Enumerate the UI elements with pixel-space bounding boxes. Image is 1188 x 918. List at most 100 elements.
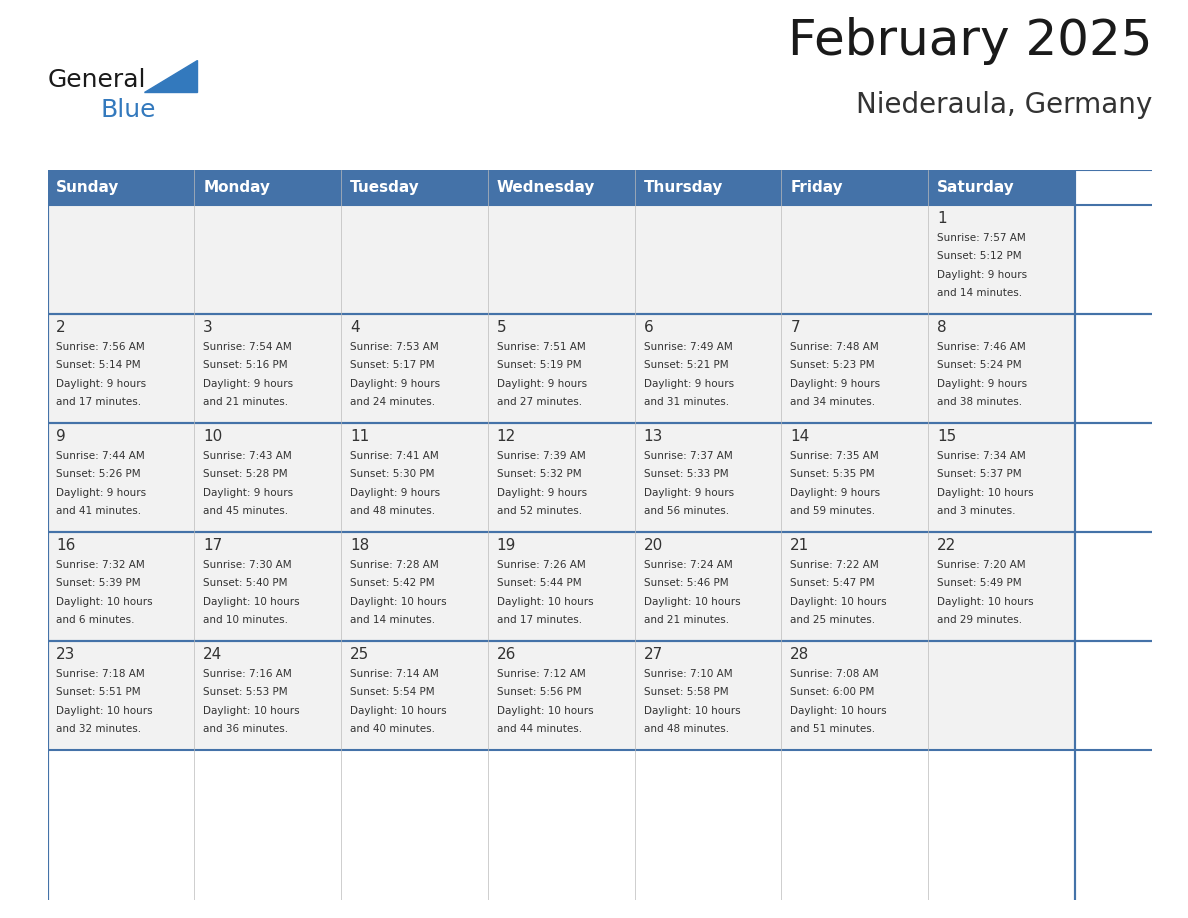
FancyBboxPatch shape <box>48 170 195 205</box>
Text: Sunset: 5:54 PM: Sunset: 5:54 PM <box>350 688 435 698</box>
Text: Friday: Friday <box>790 180 843 195</box>
FancyBboxPatch shape <box>634 205 782 314</box>
Text: Sunset: 5:26 PM: Sunset: 5:26 PM <box>56 469 141 479</box>
Text: Sunrise: 7:08 AM: Sunrise: 7:08 AM <box>790 668 879 678</box>
Text: 21: 21 <box>790 538 809 553</box>
Text: Daylight: 9 hours: Daylight: 9 hours <box>937 379 1028 388</box>
Text: Sunset: 5:30 PM: Sunset: 5:30 PM <box>350 469 435 479</box>
Text: and 25 minutes.: and 25 minutes. <box>790 615 876 625</box>
Text: and 24 minutes.: and 24 minutes. <box>350 397 435 408</box>
Text: Daylight: 9 hours: Daylight: 9 hours <box>644 379 734 388</box>
Text: Thursday: Thursday <box>644 180 722 195</box>
Text: and 56 minutes.: and 56 minutes. <box>644 506 728 516</box>
Text: Sunrise: 7:16 AM: Sunrise: 7:16 AM <box>203 668 292 678</box>
Text: Daylight: 10 hours: Daylight: 10 hours <box>203 597 299 607</box>
Text: and 59 minutes.: and 59 minutes. <box>790 506 876 516</box>
Text: Sunrise: 7:12 AM: Sunrise: 7:12 AM <box>497 668 586 678</box>
Text: Daylight: 9 hours: Daylight: 9 hours <box>497 379 587 388</box>
Text: and 41 minutes.: and 41 minutes. <box>56 506 141 516</box>
FancyBboxPatch shape <box>488 641 634 750</box>
FancyBboxPatch shape <box>634 314 782 423</box>
FancyBboxPatch shape <box>634 423 782 532</box>
Text: and 17 minutes.: and 17 minutes. <box>56 397 141 408</box>
FancyBboxPatch shape <box>195 641 341 750</box>
Text: Daylight: 10 hours: Daylight: 10 hours <box>790 597 887 607</box>
Text: Sunset: 5:32 PM: Sunset: 5:32 PM <box>497 469 581 479</box>
Text: Sunset: 5:16 PM: Sunset: 5:16 PM <box>203 360 287 370</box>
Text: Daylight: 9 hours: Daylight: 9 hours <box>497 487 587 498</box>
Text: and 48 minutes.: and 48 minutes. <box>644 724 728 734</box>
FancyBboxPatch shape <box>928 314 1075 423</box>
Text: Daylight: 9 hours: Daylight: 9 hours <box>790 379 880 388</box>
Text: 28: 28 <box>790 647 809 662</box>
Text: and 21 minutes.: and 21 minutes. <box>644 615 728 625</box>
FancyBboxPatch shape <box>634 641 782 750</box>
Text: Sunset: 5:42 PM: Sunset: 5:42 PM <box>350 578 435 588</box>
Text: and 14 minutes.: and 14 minutes. <box>937 288 1022 298</box>
FancyBboxPatch shape <box>488 205 634 314</box>
Text: Sunset: 5:28 PM: Sunset: 5:28 PM <box>203 469 287 479</box>
Text: 24: 24 <box>203 647 222 662</box>
Text: Sunday: Sunday <box>56 180 120 195</box>
Text: and 10 minutes.: and 10 minutes. <box>203 615 289 625</box>
Text: 4: 4 <box>350 319 360 335</box>
Text: and 29 minutes.: and 29 minutes. <box>937 615 1022 625</box>
FancyBboxPatch shape <box>928 423 1075 532</box>
Text: Daylight: 10 hours: Daylight: 10 hours <box>937 487 1034 498</box>
FancyBboxPatch shape <box>48 532 195 641</box>
Text: Sunset: 5:23 PM: Sunset: 5:23 PM <box>790 360 874 370</box>
Text: Daylight: 10 hours: Daylight: 10 hours <box>203 706 299 716</box>
FancyBboxPatch shape <box>928 532 1075 641</box>
Text: 27: 27 <box>644 647 663 662</box>
Text: and 36 minutes.: and 36 minutes. <box>203 724 289 734</box>
FancyBboxPatch shape <box>488 423 634 532</box>
FancyBboxPatch shape <box>341 205 488 314</box>
Text: Sunrise: 7:35 AM: Sunrise: 7:35 AM <box>790 451 879 461</box>
Text: 17: 17 <box>203 538 222 553</box>
Text: and 44 minutes.: and 44 minutes. <box>497 724 582 734</box>
Text: 10: 10 <box>203 429 222 443</box>
Text: February 2025: February 2025 <box>788 17 1152 65</box>
Text: Sunrise: 7:54 AM: Sunrise: 7:54 AM <box>203 341 292 352</box>
Text: Sunset: 5:14 PM: Sunset: 5:14 PM <box>56 360 141 370</box>
Text: Daylight: 9 hours: Daylight: 9 hours <box>644 487 734 498</box>
Text: and 34 minutes.: and 34 minutes. <box>790 397 876 408</box>
Text: and 3 minutes.: and 3 minutes. <box>937 506 1016 516</box>
Text: Daylight: 9 hours: Daylight: 9 hours <box>350 379 440 388</box>
FancyBboxPatch shape <box>195 170 341 205</box>
Text: 22: 22 <box>937 538 956 553</box>
FancyBboxPatch shape <box>48 314 195 423</box>
Text: and 51 minutes.: and 51 minutes. <box>790 724 876 734</box>
Text: 23: 23 <box>56 647 76 662</box>
Text: 11: 11 <box>350 429 369 443</box>
Text: Sunset: 5:21 PM: Sunset: 5:21 PM <box>644 360 728 370</box>
FancyBboxPatch shape <box>341 314 488 423</box>
Text: Sunrise: 7:32 AM: Sunrise: 7:32 AM <box>56 560 145 570</box>
Text: and 6 minutes.: and 6 minutes. <box>56 615 135 625</box>
Text: 1: 1 <box>937 211 947 226</box>
FancyBboxPatch shape <box>928 170 1075 205</box>
Text: Sunrise: 7:39 AM: Sunrise: 7:39 AM <box>497 451 586 461</box>
FancyBboxPatch shape <box>48 641 195 750</box>
Text: Daylight: 9 hours: Daylight: 9 hours <box>56 487 146 498</box>
Text: Sunrise: 7:34 AM: Sunrise: 7:34 AM <box>937 451 1025 461</box>
Text: 18: 18 <box>350 538 369 553</box>
Text: and 32 minutes.: and 32 minutes. <box>56 724 141 734</box>
Text: 16: 16 <box>56 538 76 553</box>
FancyBboxPatch shape <box>782 423 928 532</box>
Text: 25: 25 <box>350 647 369 662</box>
Text: and 17 minutes.: and 17 minutes. <box>497 615 582 625</box>
Text: Sunrise: 7:14 AM: Sunrise: 7:14 AM <box>350 668 438 678</box>
Text: Sunset: 5:24 PM: Sunset: 5:24 PM <box>937 360 1022 370</box>
Text: 6: 6 <box>644 319 653 335</box>
Text: and 21 minutes.: and 21 minutes. <box>203 397 289 408</box>
Text: 15: 15 <box>937 429 956 443</box>
Text: Sunrise: 7:41 AM: Sunrise: 7:41 AM <box>350 451 438 461</box>
Text: Sunrise: 7:22 AM: Sunrise: 7:22 AM <box>790 560 879 570</box>
FancyBboxPatch shape <box>634 170 782 205</box>
Text: Daylight: 9 hours: Daylight: 9 hours <box>203 487 293 498</box>
Text: Sunrise: 7:56 AM: Sunrise: 7:56 AM <box>56 341 145 352</box>
Text: 19: 19 <box>497 538 516 553</box>
Text: Blue: Blue <box>101 98 157 122</box>
Text: 2: 2 <box>56 319 67 335</box>
